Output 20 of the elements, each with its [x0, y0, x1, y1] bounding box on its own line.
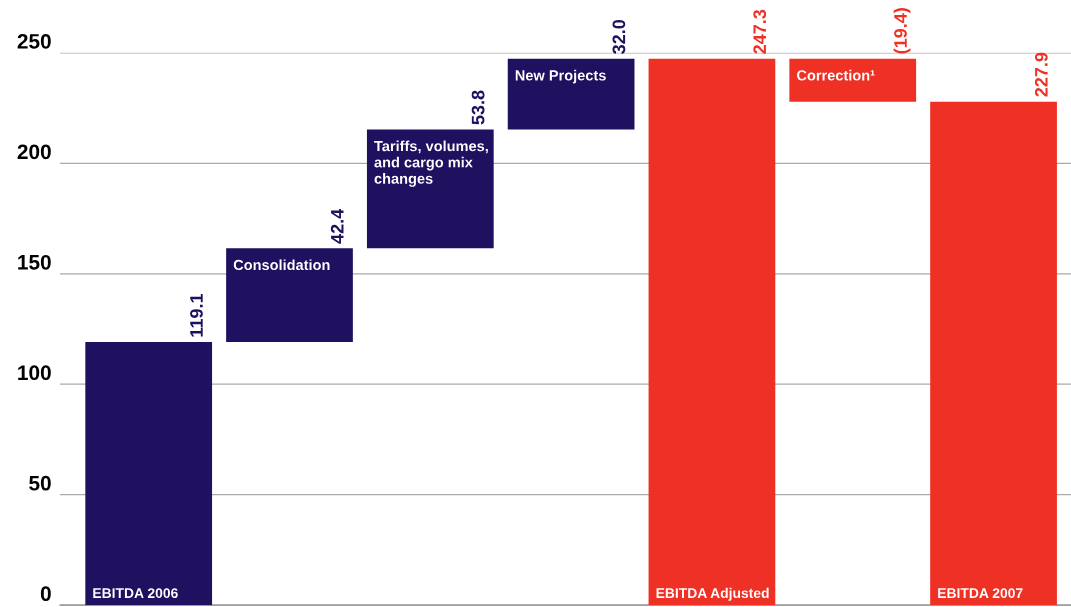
- y-tick-label: 100: [18, 365, 51, 381]
- x-tick-label: EBITDA 2007: [938, 588, 1023, 599]
- x-tick-label: Tariffs, volumes, and cargo mix changes: [374, 140, 488, 187]
- data-label: (19.4): [893, 8, 911, 54]
- data-label: 247.3: [753, 9, 767, 54]
- x-tick-label: New Projects: [515, 69, 606, 84]
- x-tick-label: Consolidation: [233, 259, 330, 271]
- x-tick-label: EBITDA 2006: [93, 588, 178, 599]
- data-label: 119.1: [190, 293, 203, 337]
- y-tick-label: 250: [17, 33, 51, 49]
- x-tick-label: EBITDA Adjusted: [656, 587, 769, 601]
- data-label: 32.0: [612, 19, 626, 54]
- data-label: 53.8: [471, 90, 485, 125]
- y-tick-label: 200: [17, 144, 51, 160]
- x-tick-label: Correction¹: [797, 69, 875, 81]
- data-label: 227.9: [1034, 52, 1048, 97]
- data-label: 42.4: [330, 208, 344, 244]
- y-tick-label: 50: [29, 475, 51, 491]
- y-tick-label: 150: [18, 254, 51, 270]
- y-tick-label: 0: [40, 586, 51, 602]
